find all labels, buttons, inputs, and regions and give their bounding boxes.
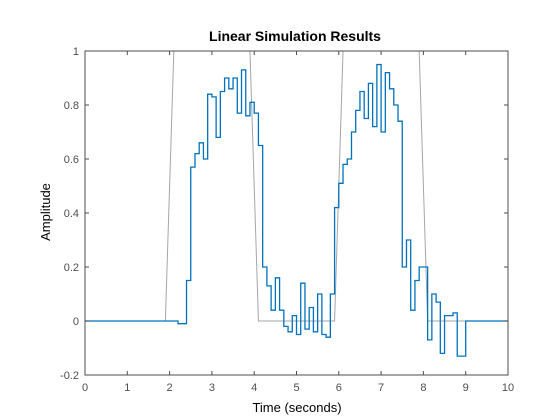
axis-ticks: 0 1 2 3 4 5 6 7 8 9 10-0.200.20.40.60.81 bbox=[60, 46, 514, 394]
response-series-line bbox=[85, 63, 508, 357]
x-tick-label: 4 bbox=[251, 382, 257, 394]
x-tick-label: 3 bbox=[209, 382, 215, 394]
x-tick-label: 5 bbox=[293, 382, 299, 394]
x-tick-label: 7 bbox=[378, 382, 384, 394]
x-tick-label: 2 bbox=[167, 382, 173, 394]
y-tick-label: 0.8 bbox=[64, 100, 79, 112]
y-tick-label: 0.4 bbox=[64, 208, 79, 220]
x-tick-label: 0 bbox=[82, 382, 88, 394]
y-axis-label: Amplitude bbox=[38, 183, 53, 241]
y-tick-label: 0.6 bbox=[64, 154, 79, 166]
y-tick-label: 0.2 bbox=[64, 262, 79, 274]
plot-area bbox=[85, 50, 508, 357]
x-tick-label: 10 bbox=[502, 382, 514, 394]
y-tick-label: 1 bbox=[73, 46, 79, 58]
x-tick-label: 6 bbox=[336, 382, 342, 394]
y-tick-label: -0.2 bbox=[60, 370, 79, 382]
x-tick-label: 8 bbox=[420, 382, 426, 394]
x-tick-label: 1 bbox=[124, 382, 130, 394]
x-tick-label: 9 bbox=[463, 382, 469, 394]
x-axis-label: Time (seconds) bbox=[252, 400, 341, 415]
chart-title: Linear Simulation Results bbox=[209, 28, 381, 44]
y-tick-label: 0 bbox=[73, 316, 79, 328]
